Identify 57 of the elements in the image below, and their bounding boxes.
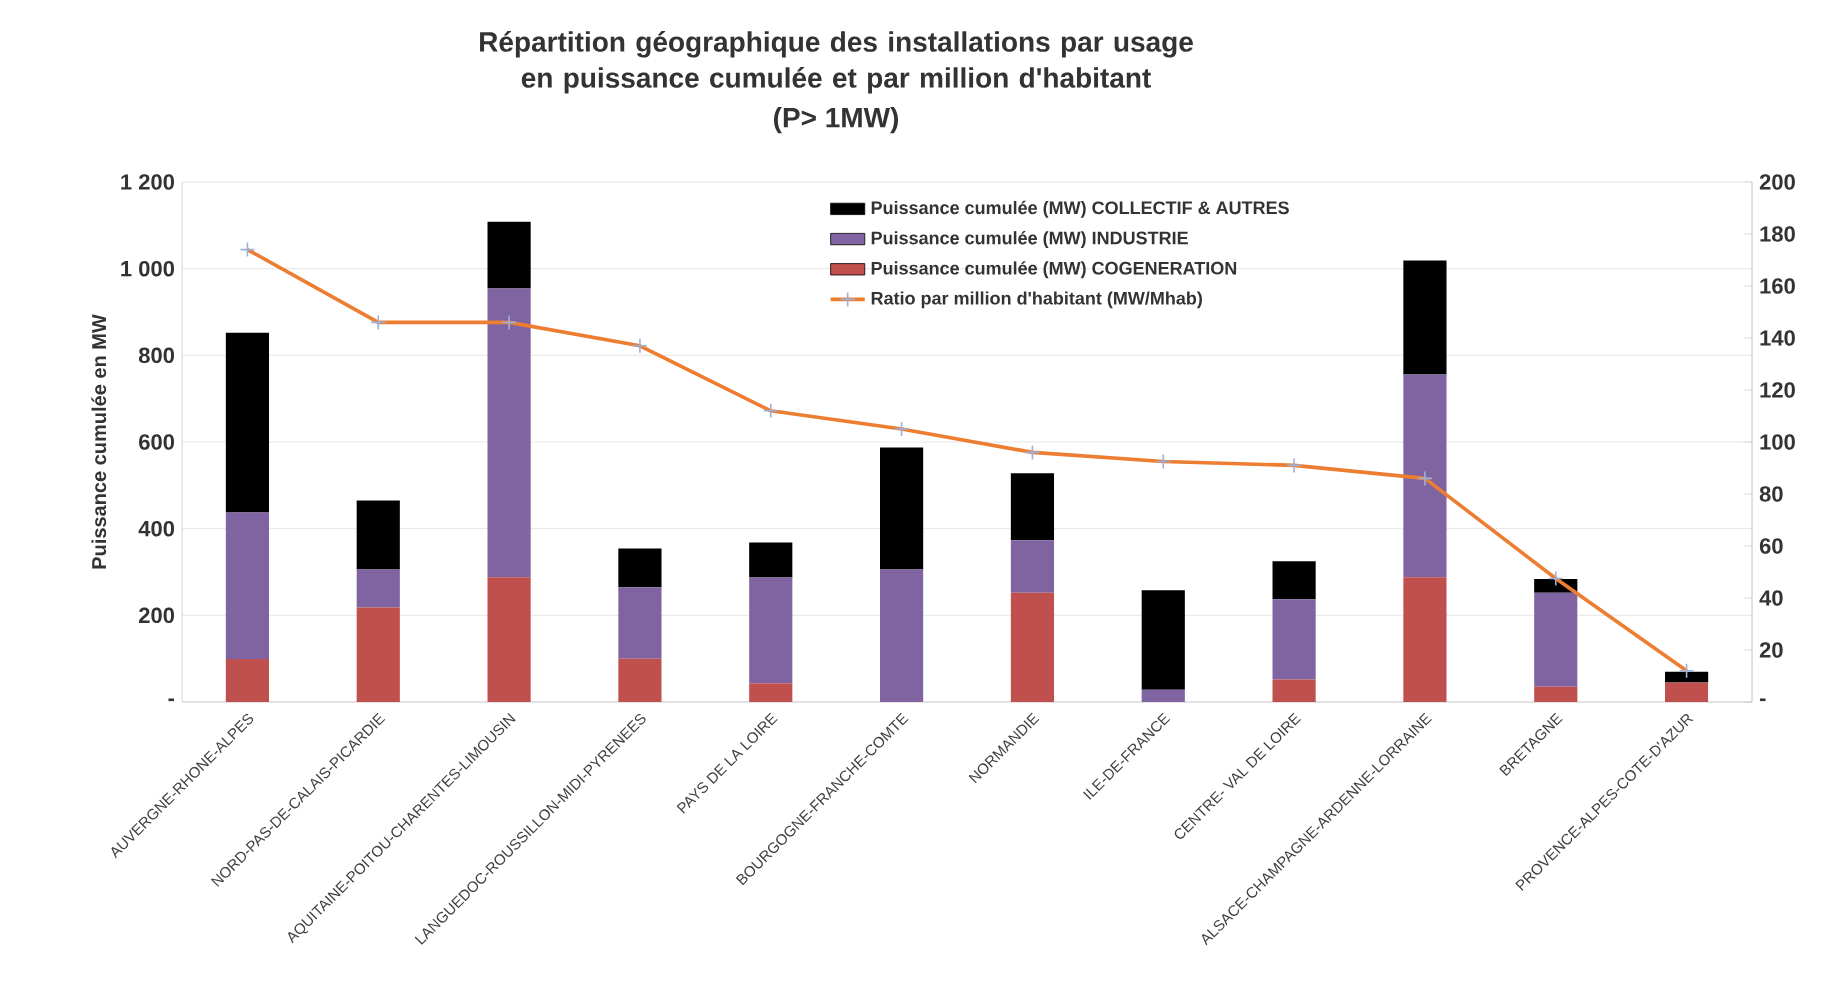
- legend-label: Puissance cumulée (MW) COLLECTIF & AUTRES: [871, 200, 1289, 218]
- bar: [1272, 679, 1316, 702]
- y2-tick-label: 160: [1760, 278, 1795, 294]
- y-tick-label: 600: [139, 434, 175, 450]
- bar: [749, 542, 793, 578]
- bar: [1272, 561, 1316, 600]
- y2-tick-label: 140: [1760, 330, 1795, 346]
- bar: [1272, 599, 1316, 680]
- chart-title: Répartition géographique des installations par usage en puissance cumulée et par million d'habitant: [480, 31, 1193, 94]
- y2-tick-label: 20: [1759, 642, 1783, 658]
- bar: [880, 569, 924, 702]
- y2-tick-label: -: [1759, 698, 1766, 702]
- y2-tick-label: 180: [1760, 226, 1795, 242]
- y2-tick-label: 100: [1760, 434, 1795, 450]
- bar: [749, 683, 793, 702]
- y-tick-label: 400: [138, 520, 175, 537]
- bar: [618, 658, 662, 702]
- bar: [1534, 592, 1578, 687]
- legend-label: Ratio par million d'habitant (MW/Mhab): [871, 291, 1202, 309]
- bar: [225, 512, 270, 660]
- bar: [356, 607, 400, 702]
- legend-label: Puissance cumulée (MW) COGENERATION: [871, 261, 1237, 279]
- bar: [1403, 577, 1447, 702]
- bar: [487, 577, 531, 702]
- y2-tick-label: 80: [1759, 486, 1783, 502]
- bar: [225, 332, 270, 513]
- y-tick-label: -: [168, 698, 175, 702]
- legend-label: Puissance cumulée (MW) INDUSTRIE: [871, 230, 1188, 248]
- bar: [1534, 686, 1578, 702]
- bar: [618, 548, 662, 588]
- bar: [487, 221, 531, 289]
- bar: [1665, 682, 1709, 702]
- y2-tick-label: 60: [1759, 538, 1783, 554]
- bar: [749, 577, 793, 684]
- bar: [356, 500, 400, 570]
- bar: [880, 447, 924, 570]
- bar: [487, 288, 531, 578]
- bar: [1010, 592, 1055, 702]
- bar: [1403, 374, 1447, 578]
- y2-tick-label: 40: [1759, 590, 1783, 606]
- y-tick-label: 1 000: [121, 260, 174, 277]
- bar: [356, 569, 400, 608]
- bar: [1141, 689, 1185, 702]
- y2-tick-label: 120: [1760, 382, 1795, 398]
- bar: [1010, 540, 1055, 593]
- chart-subtitle: (P> 1MW): [774, 107, 898, 134]
- y2-tick-label: 200: [1759, 174, 1795, 190]
- bar: [225, 659, 270, 702]
- bar: [1403, 260, 1447, 375]
- y-tick-label: 800: [138, 347, 175, 364]
- bar: [1010, 473, 1055, 541]
- y-axis-title: Puissance cumulée en MW: [91, 314, 107, 569]
- bar: [618, 587, 662, 659]
- y-tick-label: 200: [138, 607, 175, 624]
- bar: [1665, 671, 1709, 683]
- bar: [1141, 590, 1185, 690]
- y-tick-label: 1 200: [121, 174, 174, 190]
